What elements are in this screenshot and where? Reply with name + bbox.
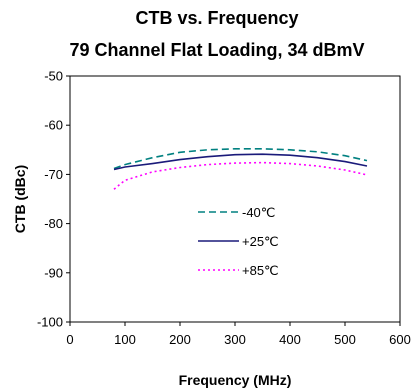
- x-tick-label: 0: [66, 332, 73, 347]
- y-tick-label: -50: [44, 69, 63, 84]
- y-tick-label: -100: [37, 315, 63, 330]
- y-tick-label: -80: [44, 216, 63, 231]
- legend: -40℃ +25℃ +85℃: [198, 205, 279, 278]
- y-tick-label: -60: [44, 118, 63, 133]
- series-line-2: [113, 153, 368, 171]
- plot-area: [69, 75, 401, 323]
- x-axis-ticks: 0 100 200 300 400 500 600: [66, 322, 411, 347]
- chart-title: CTB vs. Frequency: [135, 8, 298, 28]
- series-lines: [113, 148, 368, 190]
- y-tick-label: -70: [44, 167, 63, 182]
- x-tick-label: 100: [114, 332, 136, 347]
- series-line-1: [113, 148, 368, 170]
- legend-label: -40℃: [242, 205, 275, 220]
- x-tick-label: 200: [169, 332, 191, 347]
- y-axis-label: CTB (dBc): [12, 165, 28, 233]
- x-tick-label: 300: [224, 332, 246, 347]
- legend-label: +25℃: [242, 234, 279, 249]
- legend-label: +85℃: [242, 263, 279, 278]
- chart-subtitle: 79 Channel Flat Loading, 34 dBmV: [69, 40, 364, 60]
- x-axis-label: Frequency (MHz): [179, 372, 292, 388]
- y-axis-ticks: -50 -60 -70 -80 -90 -100: [37, 69, 70, 330]
- x-tick-label: 500: [334, 332, 356, 347]
- y-tick-label: -90: [44, 265, 63, 280]
- x-tick-label: 400: [279, 332, 301, 347]
- series-line-3: [113, 161, 368, 190]
- x-tick-label: 600: [389, 332, 411, 347]
